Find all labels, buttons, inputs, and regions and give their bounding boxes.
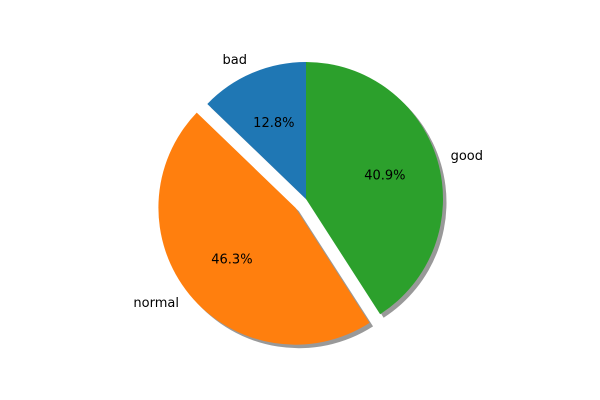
pct-label-bad: 12.8% — [253, 116, 294, 131]
slice-label-normal: normal — [133, 296, 179, 311]
pie-slice-normal — [158, 112, 370, 345]
pct-label-good: 40.9% — [364, 168, 405, 183]
pie-slice-good — [306, 61, 443, 315]
slice-layer — [158, 61, 443, 345]
slice-label-bad: bad — [223, 53, 247, 68]
pct-label-normal: 46.3% — [211, 252, 252, 267]
label-layer: bad 12.8% normal 46.3% good 40.9% — [133, 53, 483, 311]
slice-label-good: good — [451, 149, 483, 164]
pie-slice-bad — [207, 62, 306, 199]
